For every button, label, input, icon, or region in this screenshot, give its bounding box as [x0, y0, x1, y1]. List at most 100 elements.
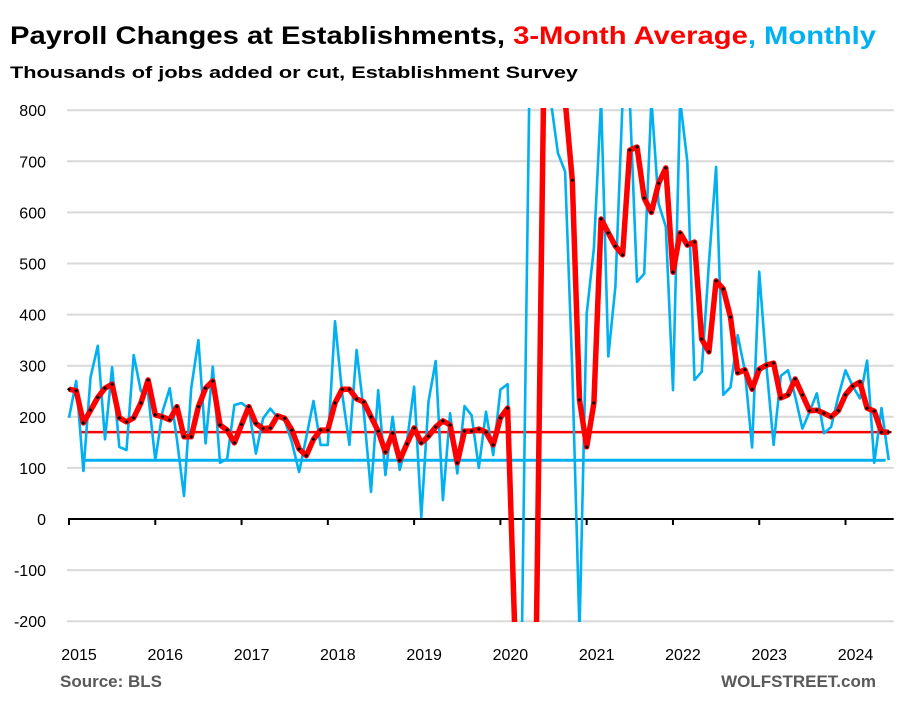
- average-point-marker: [807, 408, 812, 413]
- average-point-marker: [829, 414, 834, 419]
- average-point-marker: [800, 392, 805, 397]
- average-point-marker: [735, 370, 740, 375]
- average-point-marker: [261, 426, 266, 431]
- average-point-marker: [239, 422, 244, 427]
- y-tick-label: 400: [19, 308, 46, 325]
- average-point-marker: [426, 434, 431, 439]
- average-point-marker: [685, 243, 690, 248]
- average-point-marker: [412, 426, 417, 431]
- average-point-marker: [836, 408, 841, 413]
- average-point-marker: [491, 442, 496, 447]
- average-point-marker: [692, 240, 697, 245]
- average-point-marker: [376, 429, 381, 434]
- average-point-marker: [757, 367, 762, 372]
- average-point-marker: [843, 392, 848, 397]
- average-point-marker: [361, 399, 366, 404]
- average-point-marker: [505, 406, 510, 411]
- y-tick-label: 100: [19, 461, 46, 478]
- title-part-main: Payroll Changes at Establishments,: [10, 22, 513, 50]
- x-tick-label: 2019: [406, 647, 442, 664]
- x-tick-label: 2020: [493, 647, 529, 664]
- average-point-marker: [196, 404, 201, 409]
- monthly-series-line: [67, 108, 890, 622]
- average-point-marker: [714, 278, 719, 283]
- x-tick-label: 2022: [665, 647, 701, 664]
- title-part-monthly: , Monthly: [748, 22, 876, 50]
- average-point-marker: [793, 376, 798, 381]
- average-point-marker: [850, 384, 855, 389]
- average-point-marker: [110, 382, 115, 387]
- average-point-marker: [663, 165, 668, 170]
- average-point-marker: [484, 430, 489, 435]
- average-point-marker: [764, 363, 769, 368]
- average-point-marker: [620, 252, 625, 257]
- average-point-marker: [297, 446, 302, 451]
- average-point-marker: [570, 178, 575, 183]
- average-point-marker: [268, 426, 273, 431]
- average-point-marker: [153, 412, 158, 417]
- chart-title: Payroll Changes at Establishments, 3-Mon…: [10, 22, 876, 50]
- average-point-marker: [383, 450, 388, 455]
- average-point-marker: [699, 337, 704, 342]
- average-point-marker: [750, 387, 755, 392]
- average-point-marker: [138, 401, 143, 406]
- average-point-marker: [81, 420, 86, 425]
- average-point-marker: [95, 395, 100, 400]
- average-point-marker: [289, 428, 294, 433]
- average-point-marker: [476, 427, 481, 432]
- average-point-marker: [448, 422, 453, 427]
- y-tick-label: 700: [19, 154, 46, 171]
- average-point-marker: [203, 386, 208, 391]
- average-point-marker: [282, 416, 287, 421]
- average-point-marker: [865, 406, 870, 411]
- x-tick-label: 2023: [751, 647, 787, 664]
- average-point-marker: [160, 414, 165, 419]
- y-tick-label: -100: [14, 563, 46, 580]
- average-point-marker: [577, 397, 582, 402]
- x-tick-label: 2021: [579, 647, 615, 664]
- average-point-marker: [217, 422, 222, 427]
- average-point-marker: [649, 210, 654, 215]
- y-tick-label: 800: [19, 103, 46, 120]
- average-point-marker: [656, 181, 661, 186]
- average-point-marker: [189, 434, 194, 439]
- average-point-marker: [390, 431, 395, 436]
- y-tick-label: 200: [19, 410, 46, 427]
- average-point-marker: [146, 378, 151, 383]
- average-point-marker: [131, 415, 136, 420]
- average-point-marker: [771, 361, 776, 366]
- average-point-marker: [886, 430, 891, 435]
- average-point-marker: [635, 144, 640, 149]
- average-point-marker: [584, 444, 589, 449]
- average-point-marker: [879, 430, 884, 435]
- average-point-marker: [182, 434, 187, 439]
- x-tick-label: 2024: [838, 647, 874, 664]
- average-point-marker: [275, 413, 280, 418]
- average-point-marker: [786, 392, 790, 397]
- average-point-marker: [433, 425, 438, 430]
- y-tick-label: 300: [19, 359, 46, 376]
- average-point-marker: [599, 217, 604, 222]
- average-point-marker: [74, 388, 79, 393]
- average-point-marker: [397, 458, 402, 463]
- average-point-marker: [174, 404, 179, 409]
- average-point-marker: [368, 414, 373, 419]
- average-point-marker: [232, 440, 237, 445]
- average-point-marker: [246, 404, 251, 409]
- average-point-marker: [721, 287, 726, 292]
- average-point-marker: [591, 401, 596, 406]
- average-point-marker: [340, 387, 345, 392]
- y-tick-label: -200: [14, 614, 46, 631]
- average-point-marker: [778, 395, 783, 400]
- average-point-marker: [857, 380, 862, 385]
- x-tick-label: 2017: [234, 647, 270, 664]
- x-tick-label: 2016: [147, 647, 183, 664]
- average-point-marker: [498, 415, 503, 420]
- average-point-marker: [821, 411, 826, 416]
- average-point-marker: [706, 349, 711, 354]
- average-point-marker: [311, 437, 316, 442]
- average-point-marker: [670, 270, 675, 275]
- average-point-marker: [225, 428, 230, 433]
- average-point-marker: [210, 379, 215, 384]
